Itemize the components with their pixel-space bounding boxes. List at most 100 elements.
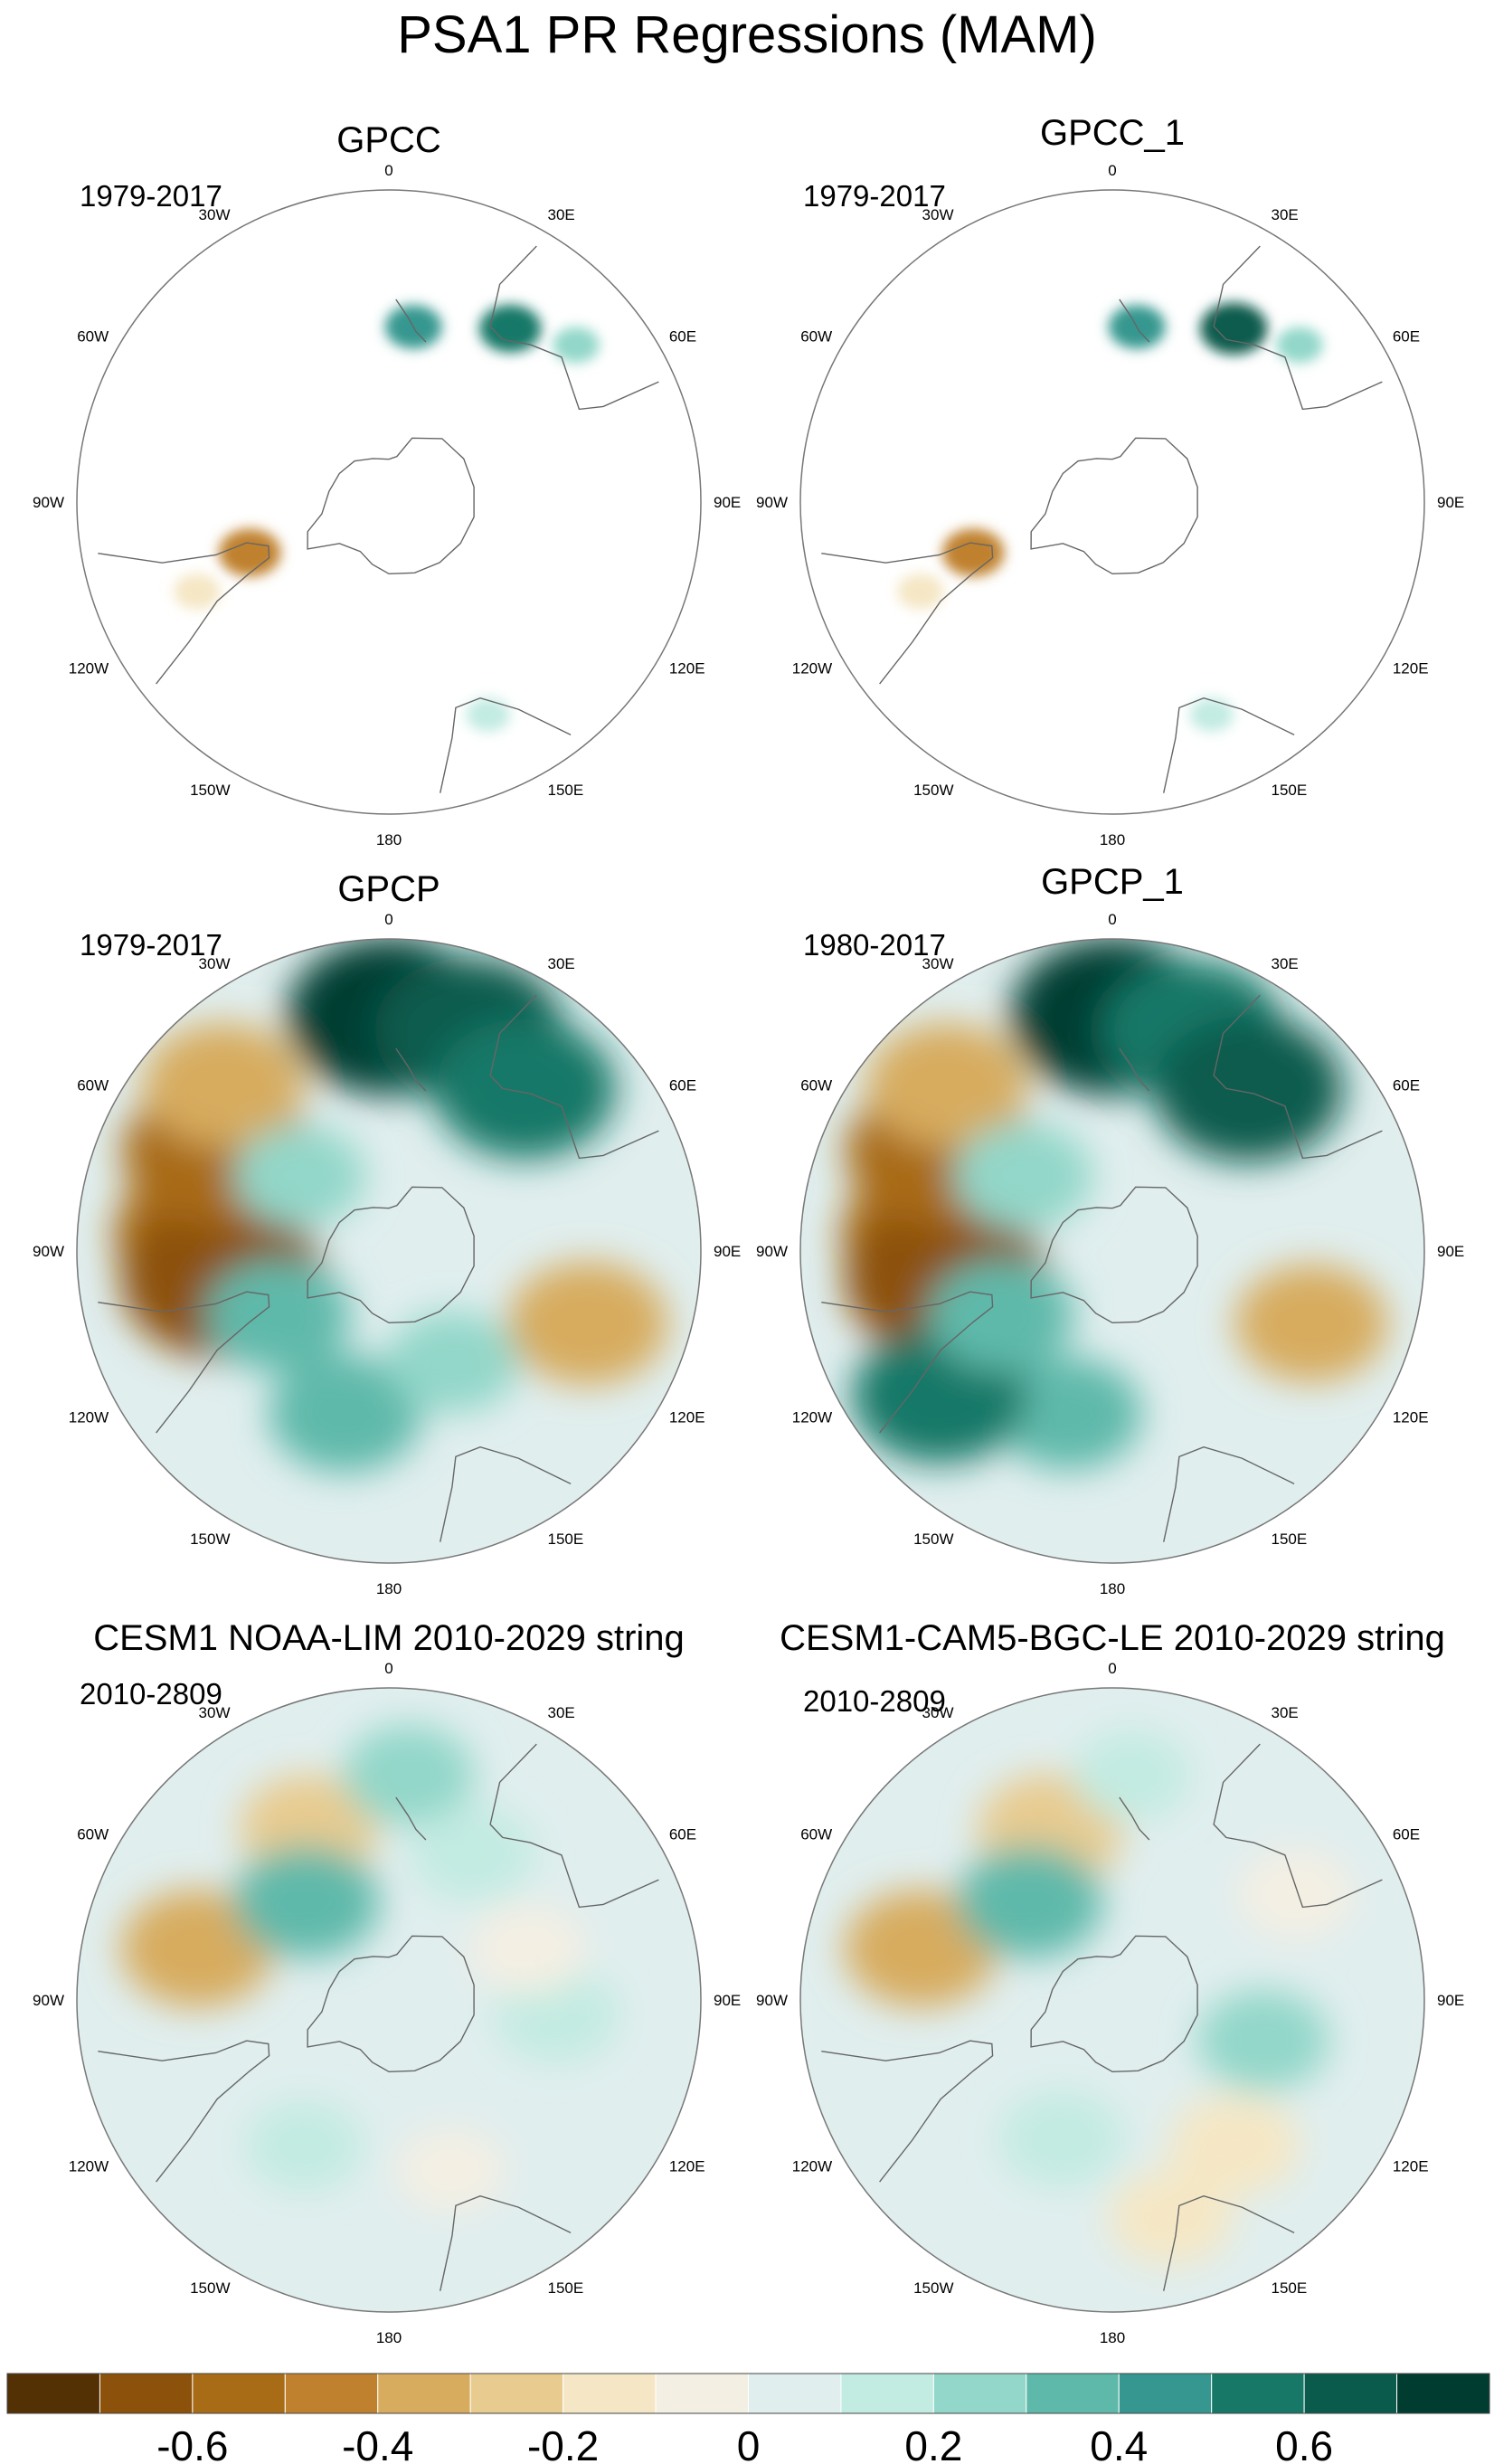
longitude-label: 150W	[913, 2279, 953, 2297]
data-anomaly	[928, 1258, 1074, 1371]
map-panel: GPCC 1979-2017 0 30E 60E 90E 120E 150E 180 150W 12…	[33, 120, 741, 848]
panel-period: 1979-2017	[80, 179, 222, 213]
longitude-label: 120E	[669, 660, 705, 678]
map-boundary	[799, 189, 1425, 815]
longitude-label: 90E	[714, 1243, 741, 1260]
data-anomaly	[246, 2100, 364, 2191]
colorbar-swatch	[655, 2373, 749, 2414]
panel-period: 1979-2017	[803, 179, 946, 213]
longitude-label: 90E	[1437, 1992, 1464, 2009]
longitude-label: 0	[384, 1660, 392, 1677]
australia-coastline	[489, 994, 659, 1160]
longitude-label: 180	[376, 831, 402, 848]
data-anomaly	[1153, 1016, 1344, 1162]
longitude-label: 120E	[1393, 1409, 1429, 1426]
colorbar-tick-label: 0.4	[1090, 2422, 1148, 2464]
longitude-label: 180	[1100, 831, 1125, 848]
colorbar-swatch	[284, 2373, 379, 2414]
africa-coastline	[440, 1445, 572, 1542]
longitude-label: 60W	[77, 1826, 109, 1843]
longitude-label: 90E	[1437, 1243, 1464, 1260]
longitude-label: 90W	[33, 1992, 64, 2009]
data-anomaly	[478, 304, 542, 353]
australia-coastline	[1213, 1743, 1383, 1909]
longitude-label: 120E	[1393, 2158, 1429, 2175]
longitude-label: 90E	[714, 1992, 741, 2009]
longitude-label: 90W	[33, 1243, 64, 1260]
new-zealand-coastline	[1119, 1047, 1150, 1092]
colorbar-swatch	[1211, 2373, 1305, 2414]
longitude-label: 150W	[913, 782, 953, 799]
data-anomaly	[1189, 697, 1234, 732]
data-anomaly	[233, 1845, 380, 1958]
longitude-label: 30E	[1272, 206, 1299, 223]
longitude-label: 150E	[548, 782, 584, 799]
data-anomaly	[507, 1261, 668, 1386]
data-anomaly	[174, 573, 221, 610]
data-anomaly	[844, 1890, 998, 2008]
longitude-label: 60E	[1393, 1077, 1420, 1095]
data-anomaly	[387, 1311, 519, 1413]
colorbar-swatch	[1026, 2373, 1120, 2414]
longitude-label: 150W	[190, 782, 230, 799]
longitude-label: 30E	[548, 1704, 575, 1721]
colorbar-swatch	[748, 2373, 842, 2414]
map-panel: CESM1-CAM5-BGC-LE 2010-2029 string 2010-2…	[756, 1618, 1464, 2346]
australia-coastline	[1213, 994, 1383, 1160]
map-boundary	[76, 1687, 702, 2313]
new-zealand-coastline	[1119, 299, 1150, 343]
colorbar-swatch	[469, 2373, 564, 2414]
map-boundary	[76, 938, 702, 1564]
longitude-label: 60E	[1393, 1826, 1420, 1843]
longitude-label: 120W	[69, 1409, 109, 1426]
africa-coastline	[440, 2194, 572, 2291]
antarctica-outline	[307, 437, 475, 575]
longitude-label: 180	[376, 2329, 402, 2346]
map-panel: GPCP_1 1980-2017 0 30E 60E 90E 120E 150E 180 150W…	[756, 862, 1464, 1597]
panel-title: CESM1 NOAA-LIM 2010-2029 string	[93, 1618, 685, 1658]
longitude-label: 120E	[1393, 660, 1429, 678]
longitude-label: 90W	[756, 1243, 788, 1260]
longitude-label: 30W	[199, 206, 231, 223]
panel-period: 2010-2809	[803, 1684, 946, 1718]
map-boundary	[76, 189, 702, 815]
colorbar-swatch	[563, 2373, 657, 2414]
data-anomaly	[897, 573, 944, 610]
data-anomaly	[1276, 327, 1323, 364]
longitude-label: 90E	[714, 494, 741, 511]
colorbar-tick-label: 0.2	[904, 2422, 962, 2464]
longitude-label: 180	[1100, 2329, 1125, 2346]
map-boundary	[799, 1687, 1425, 2313]
map-background	[77, 190, 701, 814]
panel-title: GPCP	[337, 869, 440, 909]
panel-period: 1979-2017	[80, 928, 222, 962]
data-anomaly	[218, 528, 281, 577]
antarctica-outline	[1030, 437, 1198, 575]
colorbar: -0.6 -0.4 -0.2 0 0.2 0.4 0.6	[6, 2373, 1490, 2464]
map-panel: GPCC_1 1979-2017 0 30E 60E 90E 120E 150E 180 150W…	[756, 113, 1464, 848]
data-anomaly	[1168, 2094, 1300, 2196]
australia-coastline	[1213, 245, 1383, 411]
map-panel: CESM1 NOAA-LIM 2010-2029 string 2010-2809…	[33, 1618, 741, 2346]
longitude-label: 90W	[33, 494, 64, 511]
data-anomaly	[1200, 302, 1268, 355]
panel-title: CESM1-CAM5-BGC-LE 2010-2029 string	[780, 1618, 1445, 1658]
longitude-label: 30E	[548, 206, 575, 223]
longitude-label: 120E	[669, 2158, 705, 2175]
longitude-label: 150E	[1272, 2279, 1308, 2297]
data-anomaly	[953, 1123, 1092, 1230]
longitude-label: 30W	[922, 206, 954, 223]
data-anomaly	[204, 1258, 351, 1371]
antarctica-outline	[307, 1186, 475, 1324]
colorbar-swatch	[99, 2373, 194, 2414]
longitude-label: 30W	[199, 955, 231, 972]
panels: GPCC 1979-2017 0 30E 60E 90E 120E 150E 180 150W 12…	[33, 113, 1464, 2346]
data-anomaly	[142, 1023, 304, 1147]
south-america-coastline	[98, 1291, 270, 1434]
data-anomaly	[996, 1357, 1142, 1470]
data-anomaly	[1108, 2170, 1234, 2266]
colorbar-swatch	[840, 2373, 934, 2414]
longitude-label: 150E	[548, 2279, 584, 2297]
colorbar-frame	[6, 2373, 1490, 2414]
south-america-coastline	[98, 2040, 270, 2183]
